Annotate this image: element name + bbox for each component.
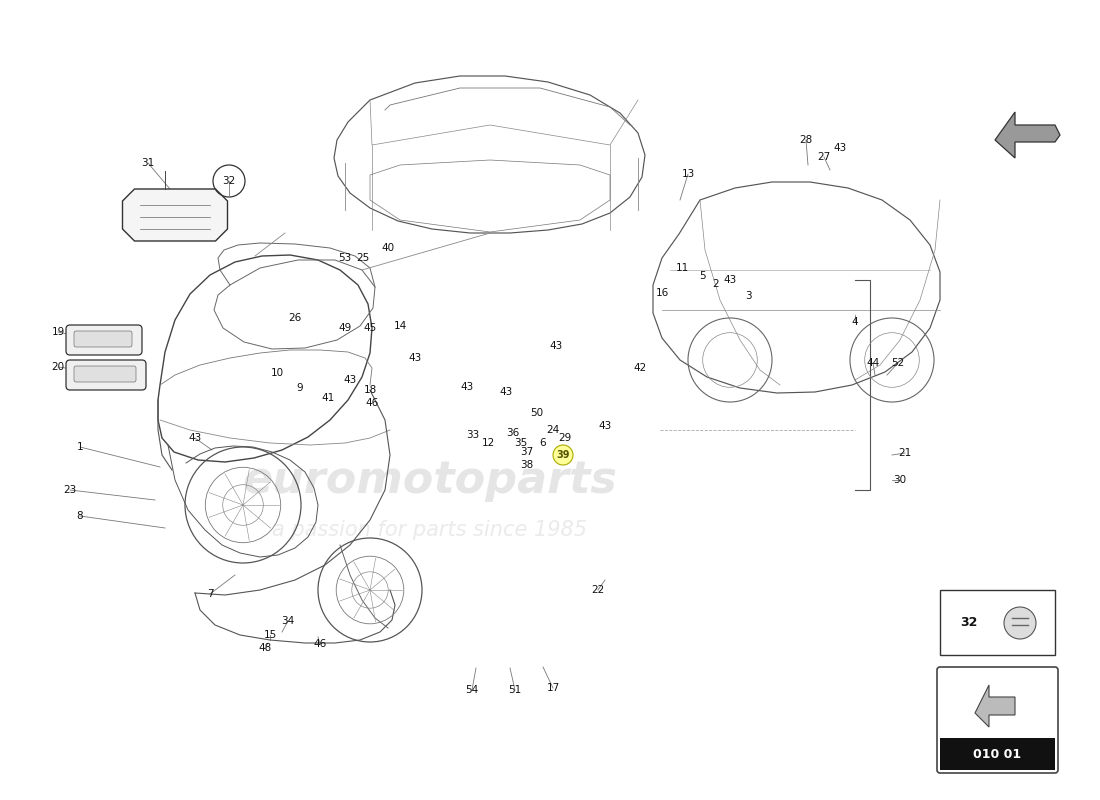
Text: 6: 6	[540, 438, 547, 448]
Text: 8: 8	[77, 511, 84, 521]
Text: 27: 27	[817, 152, 830, 162]
Text: 32: 32	[960, 617, 978, 630]
Text: 26: 26	[288, 313, 301, 323]
Text: 7: 7	[207, 589, 213, 599]
Text: 15: 15	[263, 630, 276, 640]
Text: 50: 50	[530, 408, 543, 418]
Text: 19: 19	[52, 327, 65, 337]
FancyBboxPatch shape	[940, 590, 1055, 655]
Text: 43: 43	[598, 421, 612, 431]
Text: 48: 48	[258, 643, 272, 653]
Text: 54: 54	[465, 685, 478, 695]
Text: 53: 53	[339, 253, 352, 263]
Text: 5: 5	[698, 271, 705, 281]
Text: 43: 43	[499, 387, 513, 397]
Text: 49: 49	[339, 323, 352, 333]
Text: 2: 2	[713, 279, 719, 289]
Text: 43: 43	[724, 275, 737, 285]
Text: 34: 34	[282, 616, 295, 626]
Text: 32: 32	[222, 176, 235, 186]
Text: 4: 4	[851, 317, 858, 327]
Text: 28: 28	[800, 135, 813, 145]
Text: 14: 14	[394, 321, 407, 331]
Text: 40: 40	[382, 243, 395, 253]
Text: 43: 43	[343, 375, 356, 385]
Text: 37: 37	[520, 447, 534, 457]
Text: 18: 18	[363, 385, 376, 395]
FancyBboxPatch shape	[74, 366, 136, 382]
FancyBboxPatch shape	[66, 360, 146, 390]
Text: 23: 23	[64, 485, 77, 495]
Text: 24: 24	[547, 425, 560, 435]
Text: 22: 22	[592, 585, 605, 595]
Text: 46: 46	[314, 639, 327, 649]
Text: 46: 46	[365, 398, 378, 408]
Text: 44: 44	[867, 358, 880, 368]
Text: 42: 42	[634, 363, 647, 373]
Text: 10: 10	[271, 368, 284, 378]
Text: 43: 43	[834, 143, 847, 153]
FancyBboxPatch shape	[66, 325, 142, 355]
Text: 12: 12	[482, 438, 495, 448]
Text: 1: 1	[77, 442, 84, 452]
Text: 11: 11	[675, 263, 689, 273]
Text: 39: 39	[557, 450, 570, 460]
Text: 51: 51	[508, 685, 521, 695]
Text: 36: 36	[506, 428, 519, 438]
Polygon shape	[996, 112, 1060, 158]
Text: 35: 35	[515, 438, 528, 448]
Text: 17: 17	[547, 683, 560, 693]
Text: 31: 31	[142, 158, 155, 168]
Text: 43: 43	[549, 341, 562, 351]
Text: 43: 43	[461, 382, 474, 392]
Text: 38: 38	[520, 460, 534, 470]
Text: 43: 43	[188, 433, 201, 443]
Text: 25: 25	[356, 253, 370, 263]
Text: 9: 9	[297, 383, 304, 393]
FancyBboxPatch shape	[74, 331, 132, 347]
Bar	[940, 738, 1055, 770]
Text: 33: 33	[466, 430, 480, 440]
Text: 21: 21	[899, 448, 912, 458]
Circle shape	[1004, 607, 1036, 639]
Text: 29: 29	[559, 433, 572, 443]
Text: 16: 16	[656, 288, 669, 298]
Text: 010 01: 010 01	[972, 747, 1021, 761]
Text: 41: 41	[321, 393, 334, 403]
Text: 52: 52	[891, 358, 904, 368]
FancyBboxPatch shape	[937, 667, 1058, 773]
Text: 45: 45	[363, 323, 376, 333]
Text: euromotoparts: euromotoparts	[243, 458, 617, 502]
Text: 43: 43	[408, 353, 421, 363]
Text: 13: 13	[681, 169, 694, 179]
Polygon shape	[975, 685, 1015, 727]
Text: 20: 20	[52, 362, 65, 372]
Text: 3: 3	[745, 291, 751, 301]
Circle shape	[553, 445, 573, 465]
Text: a passion for parts since 1985: a passion for parts since 1985	[273, 520, 587, 540]
Polygon shape	[122, 189, 228, 241]
Text: 30: 30	[893, 475, 906, 485]
